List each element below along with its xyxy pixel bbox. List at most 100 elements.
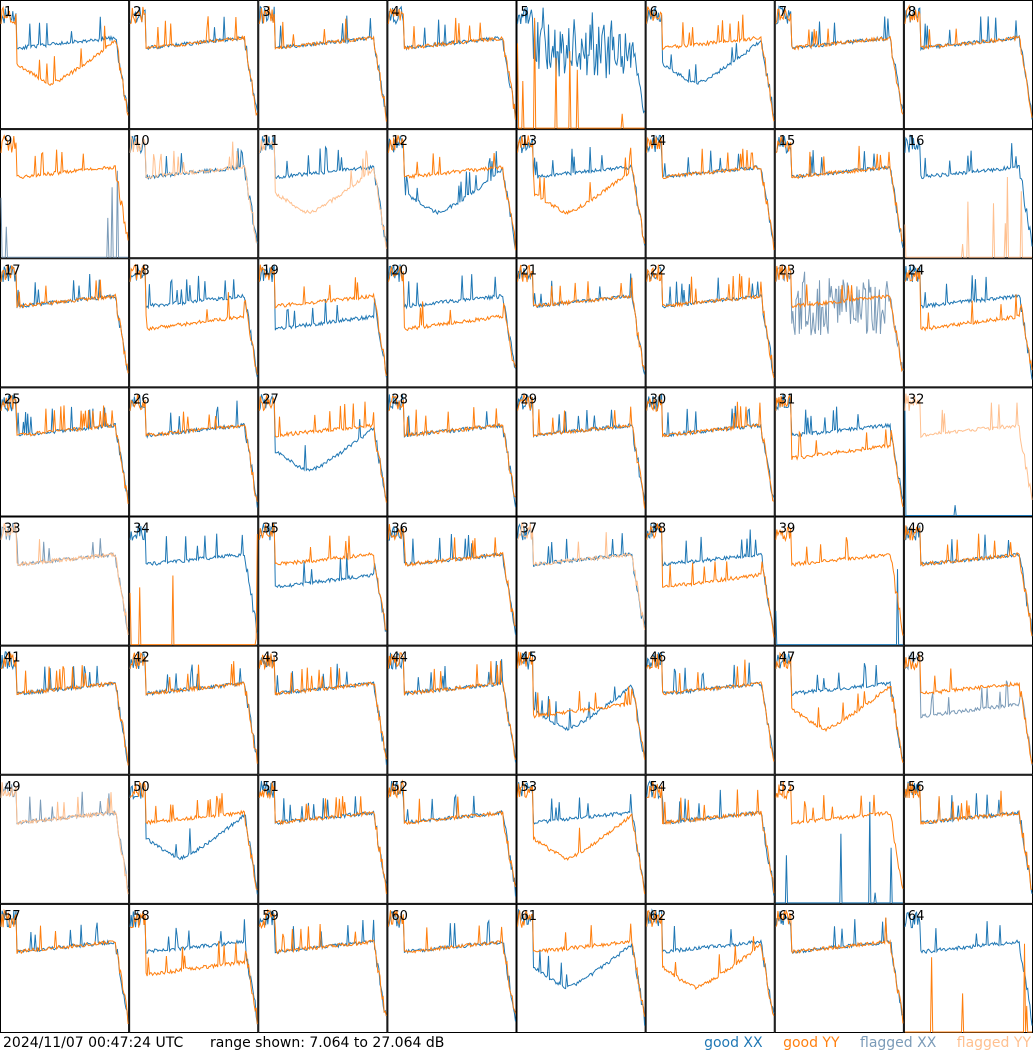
series-yy-panel-13 bbox=[517, 135, 646, 244]
series-yy-panel-27 bbox=[258, 395, 387, 503]
panel-label: 62 bbox=[650, 909, 667, 924]
panel-frame bbox=[387, 387, 517, 517]
panel-46: 46 bbox=[645, 645, 775, 775]
series-xx-panel-63 bbox=[775, 911, 904, 1016]
series-yy-panel-19 bbox=[258, 264, 387, 377]
panel-label: 15 bbox=[779, 134, 796, 149]
panel-label: 18 bbox=[133, 263, 150, 278]
panel-label: 4 bbox=[391, 5, 399, 20]
panel-label: 45 bbox=[521, 651, 538, 666]
series-xx-panel-9 bbox=[0, 170, 129, 258]
series-yy-panel-17 bbox=[0, 264, 129, 374]
panel-42: 42 bbox=[129, 645, 259, 775]
panel-32: 32 bbox=[903, 387, 1033, 517]
series-xx-panel-51 bbox=[258, 780, 387, 884]
panel-6: 6 bbox=[645, 0, 775, 130]
panel-frame bbox=[516, 129, 646, 259]
panel-4: 4 bbox=[387, 0, 517, 130]
panel-label: 64 bbox=[908, 909, 925, 924]
panel-label: 46 bbox=[650, 651, 667, 666]
panel-label: 32 bbox=[908, 392, 925, 407]
panel-label: 34 bbox=[133, 522, 150, 537]
panel-60: 60 bbox=[387, 903, 517, 1033]
series-yy-panel-52 bbox=[387, 779, 516, 888]
panel-frame bbox=[129, 0, 259, 130]
series-xx-panel-55 bbox=[775, 801, 903, 904]
panel-47: 47 bbox=[774, 645, 904, 775]
panel-41: 41 bbox=[0, 645, 130, 775]
panel-48: 48 bbox=[903, 645, 1033, 775]
panel-50: 50 bbox=[129, 774, 259, 904]
series-yy-panel-39 bbox=[775, 526, 904, 636]
panel-frame bbox=[774, 258, 904, 388]
panel-38: 38 bbox=[645, 516, 775, 646]
panel-36: 36 bbox=[387, 516, 517, 646]
panel-label: 41 bbox=[4, 651, 21, 666]
series-yy-panel-9 bbox=[0, 134, 129, 241]
series-xx-panel-23 bbox=[775, 265, 904, 371]
panel-62: 62 bbox=[645, 903, 775, 1033]
series-yy-panel-61 bbox=[517, 910, 646, 1017]
panel-10: 10 bbox=[129, 129, 259, 259]
panel-label: 50 bbox=[133, 780, 150, 795]
panel-label: 54 bbox=[650, 780, 667, 795]
panel-frame bbox=[645, 0, 775, 130]
panel-frame bbox=[645, 258, 775, 388]
panel-label: 21 bbox=[521, 263, 538, 278]
series-xx-panel-59 bbox=[258, 910, 387, 1017]
panel-label: 12 bbox=[391, 134, 408, 149]
panel-frame bbox=[129, 387, 259, 517]
series-xx-panel-35 bbox=[258, 522, 387, 632]
panel-label: 5 bbox=[521, 5, 529, 20]
series-yy-panel-38 bbox=[646, 523, 775, 638]
panel-label: 2 bbox=[133, 5, 141, 20]
panel-label: 47 bbox=[779, 651, 796, 666]
series-xx-panel-17 bbox=[0, 265, 129, 371]
panel-label: 14 bbox=[650, 134, 667, 149]
series-xx-panel-16 bbox=[904, 134, 1033, 247]
panel-label: 30 bbox=[650, 392, 667, 407]
series-xx-panel-60 bbox=[387, 911, 516, 1022]
panel-9: 9 bbox=[0, 129, 130, 259]
panel-frame bbox=[645, 645, 775, 775]
series-yy-panel-26 bbox=[129, 393, 258, 502]
panel-label: 23 bbox=[779, 263, 796, 278]
series-xx-panel-30 bbox=[646, 393, 775, 498]
panel-frame bbox=[0, 645, 130, 775]
panel-frame bbox=[774, 645, 904, 775]
series-xx-panel-64 bbox=[904, 911, 1033, 1026]
series-yy-panel-29 bbox=[517, 394, 646, 509]
series-yy-panel-44 bbox=[387, 652, 516, 760]
series-yy-panel-5 bbox=[517, 17, 645, 129]
series-xx-panel-38 bbox=[646, 523, 775, 637]
panel-frame bbox=[129, 903, 259, 1033]
panel-57: 57 bbox=[0, 903, 130, 1033]
panel-frame bbox=[387, 516, 517, 646]
series-xx-panel-1 bbox=[0, 8, 129, 113]
panel-frame bbox=[645, 774, 775, 904]
panel-17: 17 bbox=[0, 258, 130, 388]
panel-37: 37 bbox=[516, 516, 646, 646]
series-xx-panel-41 bbox=[0, 651, 129, 764]
series-xx-panel-19 bbox=[258, 265, 387, 378]
panel-label: 58 bbox=[133, 909, 150, 924]
panel-frame bbox=[129, 774, 259, 904]
panel-28: 28 bbox=[387, 387, 517, 517]
panel-label: 60 bbox=[391, 909, 408, 924]
panel-frame bbox=[258, 645, 388, 775]
series-xx-panel-32 bbox=[904, 403, 1032, 516]
panel-frame bbox=[903, 0, 1033, 130]
series-yy-panel-36 bbox=[387, 524, 516, 627]
series-yy-panel-10 bbox=[129, 135, 258, 243]
series-xx-panel-7 bbox=[775, 5, 904, 110]
series-xx-panel-13 bbox=[517, 135, 646, 246]
panel-frame bbox=[774, 516, 904, 646]
series-xx-panel-12 bbox=[387, 136, 516, 250]
series-xx-panel-56 bbox=[904, 781, 1033, 894]
legend-good-yy: good YY bbox=[783, 1035, 840, 1051]
panel-21: 21 bbox=[516, 258, 646, 388]
panel-label: 36 bbox=[391, 522, 408, 537]
panel-label: 44 bbox=[391, 651, 408, 666]
series-yy-panel-35 bbox=[258, 522, 387, 631]
panel-frame bbox=[129, 258, 259, 388]
